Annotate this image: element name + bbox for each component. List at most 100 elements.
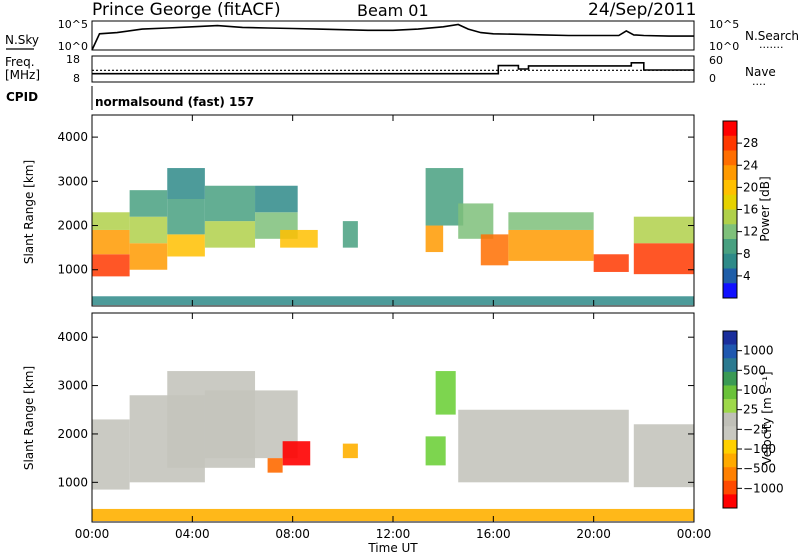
heatmap-cell [129, 216, 168, 244]
colorbar-swatch [723, 385, 737, 400]
heatmap-cell [267, 458, 283, 473]
nsearch-label: N.Search [745, 29, 799, 43]
x-tick-label: 16:00 [476, 527, 511, 541]
colorbar-swatch [723, 399, 737, 413]
cpid-value: normalsound (fast) 157 [95, 95, 254, 109]
colorbar-tick-label: 25 [743, 403, 758, 417]
colorbar-swatch [723, 283, 737, 299]
nsky-tick-top: 10^5 [58, 18, 88, 31]
colorbar-tick-label: 500 [743, 363, 766, 377]
colorbar-tick-label: 100 [743, 383, 766, 397]
heatmap-cell [92, 419, 130, 490]
heatmap-cell [425, 436, 446, 466]
power-colorbar-ticks: 28 24 20 16 12 8 4 [737, 136, 758, 283]
x-axis-ticks: 00:00 04:00 08:00 12:00 16:00 20:00 00:00 [75, 115, 711, 541]
velocity-y-ticks: 4000 3000 2000 1000 [57, 330, 694, 489]
heatmap-cell [435, 371, 456, 415]
heatmap-cell [92, 508, 694, 522]
heatmap-cell [342, 221, 358, 248]
x-tick-label: 20:00 [576, 527, 611, 541]
heatmap-cell [480, 234, 509, 266]
heatmap-cell [508, 229, 594, 261]
heatmap-cell [129, 243, 168, 270]
velocity-colorbar-label: Velocity [m s⁻¹] [760, 371, 774, 464]
colorbar-swatch [723, 494, 737, 509]
freq-tick-top: 18 [66, 53, 80, 66]
colorbar-swatch [723, 331, 737, 345]
colorbar-swatch [723, 480, 737, 495]
heatmap-cell [92, 254, 130, 277]
heatmap-cell [204, 390, 298, 459]
power-y-ticks: 4000 3000 2000 1000 [57, 130, 694, 277]
heatmap-cell [255, 185, 298, 213]
nave-tick-top: 60 [709, 54, 723, 67]
colorbar-tick-label: 4 [743, 269, 751, 283]
velocity-colorbar [723, 331, 737, 509]
freq-tick-bottom: 8 [73, 72, 80, 85]
station-title: Prince George (fitACF) [92, 0, 281, 20]
nsky-tick-bottom: 10^0 [58, 40, 88, 53]
nave-label: Nave [745, 65, 776, 79]
colorbar-tick-label: 24 [743, 158, 758, 172]
nsky-label: N.Sky [5, 33, 39, 47]
velocity-ylabel: Slant Range [km] [22, 366, 36, 470]
colorbar-tick-label: 12 [743, 225, 758, 239]
power-ylabel: Slant Range [km] [22, 160, 36, 264]
velocity-colorbar-frame [722, 330, 738, 509]
nsky-series-line [91, 23, 694, 51]
velocity-colorbar-ticks: 1000 500 100 25 −25 −100 −500 −1000 [737, 344, 784, 495]
heatmap-cell [425, 225, 444, 253]
colorbar-tick-label: −25 [743, 422, 768, 436]
heatmap-cell [280, 229, 318, 248]
y-tick-label: 2000 [57, 427, 88, 441]
colorbar-swatch [723, 412, 737, 427]
nsearch-tick-top: 10^5 [709, 18, 739, 31]
heatmap-cell [508, 212, 594, 230]
colorbar-swatch [723, 344, 737, 359]
y-tick-label: 3000 [57, 379, 88, 393]
colorbar-swatch [723, 453, 737, 468]
beam-label: Beam 01 [357, 1, 429, 20]
freq-label-line1: Freq. [5, 55, 35, 69]
colorbar-tick-label: 1000 [743, 344, 774, 358]
power-colorbar [723, 121, 737, 299]
y-tick-label: 4000 [57, 330, 88, 344]
colorbar-swatch [723, 358, 737, 373]
y-tick-label: 1000 [57, 263, 88, 277]
y-tick-label: 2000 [57, 219, 88, 233]
colorbar-swatch [723, 209, 737, 225]
nave-marker: .... [752, 75, 766, 88]
colorbar-swatch [723, 268, 737, 284]
colorbar-swatch [723, 165, 737, 181]
y-tick-label: 1000 [57, 475, 88, 489]
heatmap-cell [633, 216, 694, 244]
colorbar-tick-label: 28 [743, 136, 758, 150]
colorbar-swatch [723, 224, 737, 240]
colorbar-swatch [723, 121, 737, 137]
heatmap-cell [633, 424, 694, 488]
colorbar-tick-label: −100 [743, 442, 776, 456]
colorbar-tick-label: −500 [743, 462, 776, 476]
colorbar-tick-label: 8 [743, 247, 751, 261]
x-tick-label: 00:00 [75, 527, 110, 541]
colorbar-swatch [723, 253, 737, 269]
freq-series-line [92, 61, 694, 75]
colorbar-tick-label: 16 [743, 203, 758, 217]
nave-tick-bottom: 0 [709, 72, 716, 85]
heatmap-cell [282, 441, 311, 466]
freq-panel-frame [91, 55, 695, 83]
colorbar-swatch [723, 150, 737, 166]
colorbar-swatch [723, 439, 737, 454]
colorbar-swatch [723, 194, 737, 210]
nsearch-marker: ....... [759, 38, 783, 51]
freq-label-line2: [MHz] [5, 68, 40, 82]
heatmap-cell [633, 243, 694, 275]
date-label: 24/Sep/2011 [588, 0, 696, 20]
x-tick-label: 04:00 [175, 527, 210, 541]
heatmap-cell [204, 221, 256, 248]
nsearch-tick-bottom: 10^0 [709, 40, 739, 53]
heatmap-cell [167, 168, 205, 200]
colorbar-swatch [723, 239, 737, 255]
heatmap-cell [167, 199, 205, 235]
heatmap-cell [204, 185, 256, 222]
